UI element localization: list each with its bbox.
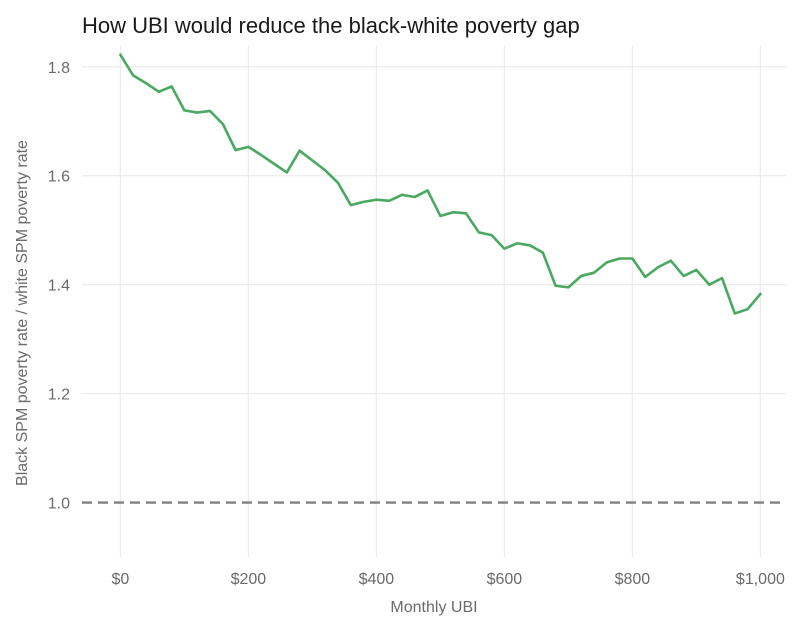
y-axis-title: Black SPM poverty rate / white SPM pover… (14, 140, 31, 486)
x-tick-label: $600 (487, 571, 523, 588)
y-tick-label: 1.4 (48, 278, 70, 295)
x-tick-label: $200 (231, 571, 267, 588)
y-tick-label: 1.6 (48, 169, 70, 186)
x-tick-label: $400 (359, 571, 395, 588)
vertical-gridlines (119, 45, 762, 557)
horizontal-gridlines (82, 66, 786, 395)
x-axis-title: Monthly UBI (390, 599, 477, 616)
y-tick-label: 1.0 (48, 496, 70, 513)
y-tick-label: 1.8 (48, 60, 70, 77)
y-tick-labels: 1.0 1.2 1.4 1.6 1.8 (48, 60, 70, 513)
x-tick-labels: $0 $200 $400 $600 $800 $1,000 (112, 571, 785, 588)
x-tick-label: $800 (615, 571, 651, 588)
x-tick-label: $1,000 (736, 571, 785, 588)
x-tick-label: $0 (112, 571, 130, 588)
series-line (119, 53, 762, 315)
chart-title: How UBI would reduce the black-white pov… (82, 13, 580, 38)
series-group (119, 53, 762, 315)
y-tick-label: 1.2 (48, 387, 70, 404)
